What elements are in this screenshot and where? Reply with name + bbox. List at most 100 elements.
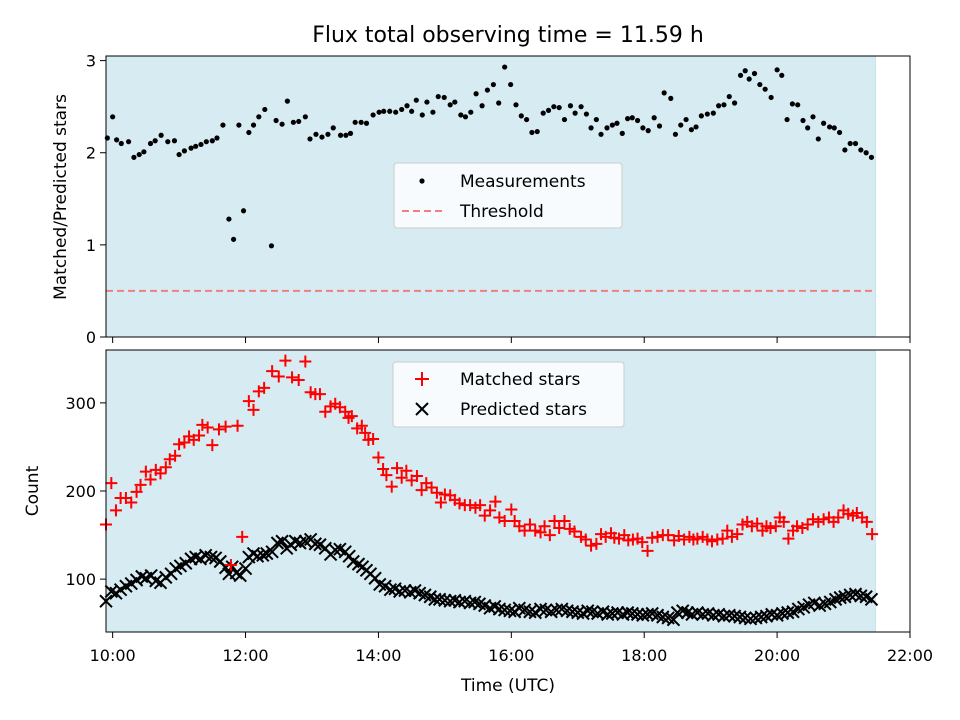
matched-star-point <box>651 530 664 543</box>
measurement-point <box>742 68 748 74</box>
measurement-point <box>831 125 837 131</box>
measurement-point <box>678 122 684 128</box>
measurement-point <box>330 125 336 131</box>
matched-star-point <box>236 530 249 543</box>
predicted-star-point <box>256 548 270 563</box>
measurement-point <box>668 95 674 101</box>
measurement-point <box>193 143 199 149</box>
matched-star-point <box>380 469 393 482</box>
matched-star-point <box>125 496 138 509</box>
matched-star-point <box>258 381 271 394</box>
measurement-point <box>273 117 279 124</box>
count-panel: 100 200 300 10:00 12:00 14:00 16:00 18:00 20:00… <box>23 349 933 696</box>
measurement-point <box>490 81 496 88</box>
matched-star-point <box>201 421 214 434</box>
predicted-star-point <box>238 561 253 576</box>
predicted-star-point <box>676 604 690 618</box>
measurement-point <box>347 130 354 136</box>
measurement-point <box>152 138 158 144</box>
predicted-star-point <box>368 571 382 585</box>
predicted-star-point <box>581 604 595 618</box>
measurement-point <box>863 150 869 156</box>
measurement-point <box>847 140 853 147</box>
measurement-point <box>352 119 358 125</box>
ratio-y-tick-label: 2 <box>86 144 96 163</box>
predicted-star-point <box>656 610 670 624</box>
measurement-point <box>784 116 790 123</box>
matched-star-point <box>313 388 326 401</box>
measurement-point <box>319 134 325 140</box>
matched-star-point <box>109 504 122 517</box>
predicted-star-point <box>233 568 247 583</box>
measurement-point <box>114 137 120 143</box>
predicted-star-point <box>149 574 163 588</box>
matched-star-point <box>474 499 487 512</box>
predicted-star-point <box>781 605 795 620</box>
measurement-point <box>214 135 220 141</box>
legend-measurements-marker <box>419 178 425 184</box>
predicted-star-point <box>743 612 758 626</box>
measurement-point <box>209 138 215 144</box>
measurement-point <box>683 116 689 123</box>
matched-star-point <box>489 495 502 508</box>
matched-star-point <box>178 436 191 449</box>
matched-star-point <box>139 465 152 478</box>
measurement-point <box>176 151 182 158</box>
predicted-star-point <box>775 606 790 621</box>
measurement-point <box>751 70 758 77</box>
ratio-legend: Measurements Threshold <box>393 162 623 229</box>
matched-star-point <box>212 423 225 436</box>
ratio-y-tick-label: 3 <box>86 52 96 71</box>
predicted-star-point <box>754 610 768 624</box>
measurement-point <box>827 124 833 130</box>
matched-star-point <box>134 478 147 491</box>
ratio-y-tick-label: 1 <box>86 236 96 255</box>
matched-star-point <box>568 525 581 538</box>
matched-star-point <box>716 532 729 545</box>
count-y-tick-label: 100 <box>65 570 96 589</box>
measurement-point <box>325 131 331 137</box>
matched-star-point <box>154 467 167 480</box>
matched-star-point <box>523 518 536 531</box>
measurement-point <box>376 109 382 115</box>
measurement-point <box>604 125 610 131</box>
matched-star-point <box>130 485 143 498</box>
count-y-tick-label: 300 <box>65 394 96 413</box>
x-tick-label: 22:00 <box>887 646 933 665</box>
matched-star-point <box>590 537 603 550</box>
measurement-point <box>240 208 247 214</box>
predicted-star-point <box>854 589 868 603</box>
matched-star-point <box>725 530 738 543</box>
measurement-point <box>313 131 319 137</box>
legend-threshold-label: Threshold <box>459 202 544 222</box>
predicted-star-point <box>204 550 218 564</box>
predicted-star-point <box>605 606 620 621</box>
matched-star-point <box>319 405 332 418</box>
measurement-point <box>447 102 453 108</box>
measurement-point <box>842 147 848 153</box>
x-tick-label: 18:00 <box>621 646 667 665</box>
count-y-axis-label: Count <box>23 465 43 516</box>
chart-title: Flux total observing time = 11.59 h <box>312 23 704 48</box>
predicted-star-point <box>265 545 279 559</box>
measurement-point <box>484 87 491 93</box>
ratio-panel: 0 1 2 3 Flux total observing time = 11.59 h… <box>51 23 911 347</box>
measurement-point <box>387 108 393 114</box>
measurement-point <box>762 86 768 92</box>
matched-star-point <box>518 524 531 537</box>
matched-star-point <box>636 536 649 549</box>
matched-star-point <box>193 429 206 442</box>
predicted-star-point <box>625 606 639 621</box>
measurement-point <box>302 114 308 120</box>
measurement-point <box>147 140 154 147</box>
legend-predicted-label: Predicted stars <box>460 400 587 420</box>
measurement-point <box>805 125 811 131</box>
matched-star-point <box>372 451 385 464</box>
measurement-point <box>572 110 578 116</box>
measurement-point <box>399 106 405 113</box>
measurement-point <box>136 151 142 158</box>
measurement-point <box>746 76 752 82</box>
matched-star-point <box>359 426 372 439</box>
measurement-point <box>567 103 574 109</box>
